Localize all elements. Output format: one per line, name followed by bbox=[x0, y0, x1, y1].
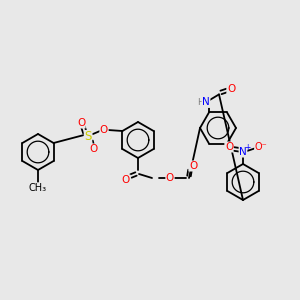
Text: O: O bbox=[100, 125, 108, 135]
Text: O: O bbox=[227, 84, 235, 94]
Text: O: O bbox=[166, 173, 174, 183]
Text: O: O bbox=[189, 161, 197, 171]
Text: O: O bbox=[122, 175, 130, 185]
Text: O: O bbox=[89, 144, 97, 154]
Text: O⁻: O⁻ bbox=[255, 142, 267, 152]
Text: CH₃: CH₃ bbox=[29, 183, 47, 193]
Text: O: O bbox=[225, 142, 233, 152]
Text: O: O bbox=[77, 118, 85, 128]
Text: +: + bbox=[244, 142, 250, 152]
Text: S: S bbox=[84, 130, 92, 143]
Text: N: N bbox=[239, 147, 247, 157]
Text: N: N bbox=[202, 98, 210, 107]
Text: H: H bbox=[196, 98, 203, 107]
